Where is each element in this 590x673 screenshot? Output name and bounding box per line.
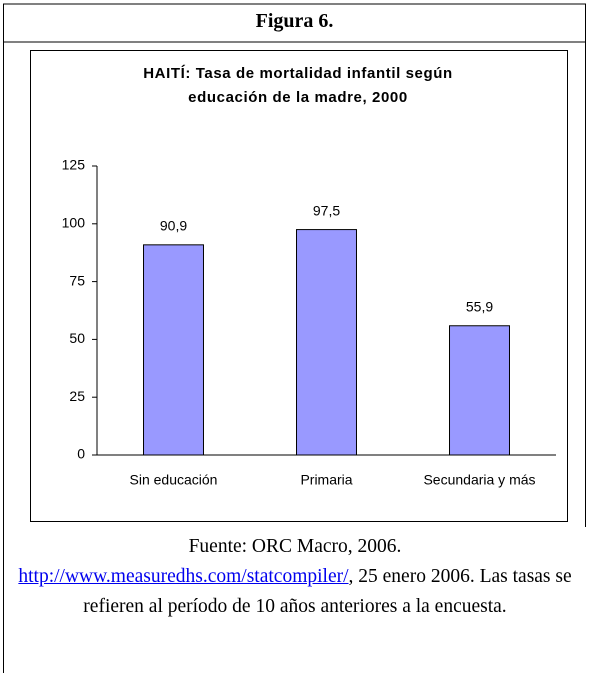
x-tick-label: Sin educación — [130, 472, 218, 488]
x-tick-label: Secundaria y más — [423, 472, 535, 488]
value-label: 97,5 — [313, 202, 340, 218]
value-label: 90,9 — [160, 218, 187, 234]
bar — [296, 229, 357, 456]
caption: Fuente: ORC Macro, 2006. http://www.measu… — [6, 532, 584, 622]
figure-label: Figura 6. — [255, 10, 334, 32]
y-tick-label: 100 — [62, 215, 86, 231]
bar — [143, 244, 204, 456]
y-tick-label: 125 — [62, 157, 86, 173]
x-tick-label: Primaria — [300, 472, 352, 488]
value-label: 55,9 — [466, 298, 493, 314]
chart-title: HAITÍ: Tasa de mortalidad infantil según… — [143, 65, 453, 106]
y-tick-label: 0 — [77, 446, 85, 462]
caption-link[interactable]: http://www.measuredhs.com/statcompiler/ — [18, 566, 349, 587]
y-tick-label: 75 — [69, 272, 85, 288]
caption-source: Fuente: ORC Macro, 2006. — [188, 536, 402, 557]
y-tick-label: 50 — [69, 330, 85, 346]
bar — [449, 325, 510, 456]
caption-text: , 25 enero 2006. Las tasas se refieren a… — [83, 566, 572, 617]
y-tick-label: 25 — [69, 388, 85, 404]
